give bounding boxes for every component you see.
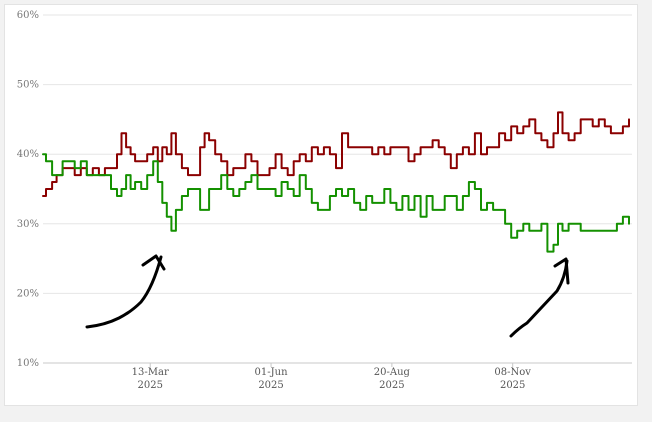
annotation-arrowhead-right <box>553 257 570 285</box>
y-tick-label: 60% <box>17 10 39 21</box>
y-tick-label: 30% <box>17 219 39 230</box>
annotation-arrow-right <box>509 259 569 338</box>
series-line-green <box>42 153 630 253</box>
annotation-arrowhead-left <box>141 254 166 271</box>
y-tick-label: 40% <box>17 149 39 160</box>
x-tick-label: 13-Mar <box>132 367 169 378</box>
y-axis-ticks: 10% 20% 30% 40% 50% 60% <box>17 10 39 369</box>
x-tick-label: 20-Aug <box>374 367 411 378</box>
annotation-arrow-left <box>85 255 163 329</box>
x-tick-year-label: 2025 <box>258 380 283 391</box>
grid-layer <box>43 14 632 364</box>
chart-panel: 10% 20% 30% 40% 50% 60% 13-Mar 2025 01-Jun 2025 2… <box>4 4 638 406</box>
series-line-red <box>42 111 630 197</box>
y-tick-label: 10% <box>17 358 39 369</box>
annotation-layer <box>85 254 570 338</box>
x-tick-year-label: 2025 <box>500 380 525 391</box>
series-layer <box>42 111 630 253</box>
x-tick-label: 01-Jun <box>255 367 289 378</box>
x-tick-label: 08-Nov <box>494 367 531 378</box>
y-tick-label: 50% <box>17 80 39 91</box>
x-axis-ticks: 13-Mar 2025 01-Jun 2025 20-Aug 2025 08-Nov 2025 <box>132 363 531 391</box>
x-tick-year-label: 2025 <box>138 380 163 391</box>
x-tick-year-label: 2025 <box>379 380 404 391</box>
line-chart: 10% 20% 30% 40% 50% 60% 13-Mar 2025 01-Jun 2025 2… <box>17 10 632 391</box>
y-tick-label: 20% <box>17 288 39 299</box>
